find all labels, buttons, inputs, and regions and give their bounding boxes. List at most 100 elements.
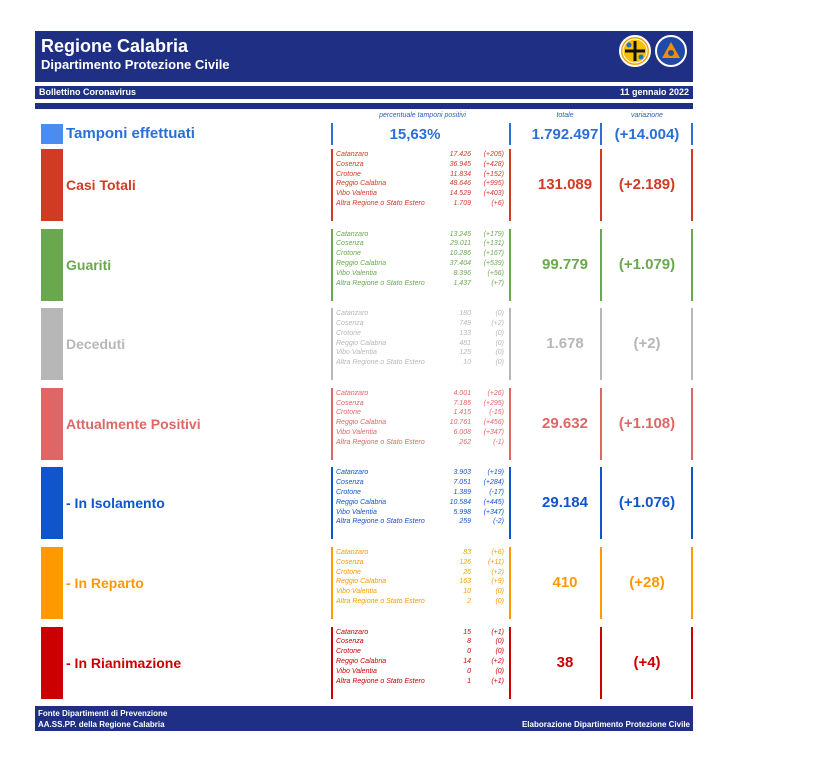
province-name: Altra Regione o Stato Estero xyxy=(336,359,425,367)
province-delta: (0) xyxy=(495,310,504,318)
province-delta: (+6) xyxy=(491,199,504,207)
category-variation: (+2) xyxy=(633,335,661,353)
divider xyxy=(600,467,602,540)
province-value: 10.584 xyxy=(449,498,471,506)
province-row: Crotone 10.286 (+167) xyxy=(336,249,506,259)
divider xyxy=(691,308,693,381)
province-name: Catanzaro xyxy=(336,310,369,318)
province-value: 262 xyxy=(459,438,471,446)
divider xyxy=(35,103,693,109)
province-row: Reggio Calabria 14 (+2) xyxy=(336,657,506,667)
category-color-marker xyxy=(41,547,63,619)
province-row: Reggio Calabria 10.584 (+445) xyxy=(336,498,506,508)
province-name: Crotone xyxy=(336,488,361,496)
province-delta: (+2) xyxy=(491,657,504,665)
province-row: Altra Regione o Stato Estero 262 (-1) xyxy=(336,438,506,448)
stat-row: Attualmente Positivi Catanzaro 4.001 (+26) C… xyxy=(35,387,693,460)
province-value: 15 xyxy=(463,628,471,636)
category-color-marker xyxy=(41,149,63,221)
divider xyxy=(509,547,511,619)
province-delta: (+347) xyxy=(483,508,504,516)
province-row: Cosenza 8 (0) xyxy=(336,637,506,647)
province-delta: (0) xyxy=(495,349,504,357)
divider xyxy=(509,308,511,381)
province-delta: (+428) xyxy=(483,160,504,168)
credit-line: Elaborazione Dipartimento Protezione Civ… xyxy=(521,720,690,729)
divider xyxy=(600,123,602,145)
category-variation: (+1.108) xyxy=(618,414,676,432)
province-delta: (-1) xyxy=(493,438,504,446)
province-row: Crotone 11.834 (+152) xyxy=(336,170,506,180)
province-name: Reggio Calabria xyxy=(336,419,387,427)
category-total: 1.678 xyxy=(546,335,584,353)
province-row: Vibo Valentia 8.396 (+56) xyxy=(336,269,506,279)
province-name: Crotone xyxy=(336,250,361,258)
province-name: Cosenza xyxy=(336,558,364,566)
province-value: 13.245 xyxy=(449,230,471,238)
province-name: Vibo Valentia xyxy=(336,269,377,277)
category-variation: (+4) xyxy=(633,653,661,671)
category-label: Deceduti xyxy=(66,336,126,353)
province-name: Crotone xyxy=(336,648,361,656)
province-delta: (+284) xyxy=(483,479,504,487)
province-delta: (+11) xyxy=(487,558,504,566)
province-delta: (+995) xyxy=(483,180,504,188)
divider xyxy=(509,467,511,540)
total-column-header: totale xyxy=(556,112,574,119)
bulletin-bar: Bollettino Coronavirus 11 gennaio 2022 xyxy=(35,86,693,99)
province-name: Reggio Calabria xyxy=(336,657,387,665)
province-row: Cosenza 36.945 (+428) xyxy=(336,160,506,170)
province-name: Catanzaro xyxy=(336,230,369,238)
province-value: 180 xyxy=(459,310,471,318)
province-row: Reggio Calabria 481 (0) xyxy=(336,339,506,349)
category-total: 38 xyxy=(556,653,574,671)
province-delta: (+56) xyxy=(487,269,504,277)
province-row: Cosenza 7.051 (+284) xyxy=(336,478,506,488)
province-delta: (0) xyxy=(495,667,504,675)
province-name: Altra Regione o Stato Estero xyxy=(336,597,425,605)
province-value: 17.426 xyxy=(449,151,471,158)
province-name: Reggio Calabria xyxy=(336,180,387,188)
province-delta: (+9) xyxy=(491,578,504,586)
pct-column-header: percentuale tamponi positivi xyxy=(379,112,466,119)
province-row: Altra Regione o Stato Estero 1.709 (+6) xyxy=(336,199,506,209)
divider xyxy=(331,547,333,619)
divider xyxy=(509,387,511,460)
header-banner: Regione Calabria Dipartimento Protezione… xyxy=(35,31,693,82)
province-delta: (-15) xyxy=(489,409,504,417)
category-total: 131.089 xyxy=(537,176,593,193)
province-delta: (+1) xyxy=(491,677,504,685)
province-name: Catanzaro xyxy=(336,389,369,397)
province-value: 2 xyxy=(467,597,471,605)
province-name: Reggio Calabria xyxy=(336,498,387,506)
province-value: 163 xyxy=(459,578,471,586)
stat-row: Casi Totali Catanzaro 17.426 (+205) Cosenza 3… xyxy=(35,149,693,221)
province-name: Cosenza xyxy=(336,160,364,168)
stat-row: Deceduti Catanzaro 180 (0) Cosenza 749 (+2) Cro… xyxy=(35,308,693,381)
province-name: Altra Regione o Stato Estero xyxy=(336,438,425,446)
province-row: Catanzaro 15 (+1) xyxy=(336,628,506,638)
category-color-marker xyxy=(41,228,63,301)
divider xyxy=(600,387,602,460)
page-subtitle: Dipartimento Protezione Civile xyxy=(41,57,230,72)
divider xyxy=(600,228,602,301)
category-label: Casi Totali xyxy=(66,177,136,193)
province-value: 29.011 xyxy=(450,240,471,248)
province-row: Catanzaro 17.426 (+205) xyxy=(336,150,506,160)
divider xyxy=(600,547,602,619)
province-delta: (+26) xyxy=(487,389,504,397)
bulletin-date: 11 gennaio 2022 xyxy=(619,87,689,97)
province-value: 10 xyxy=(463,588,471,596)
province-delta: (+1) xyxy=(491,628,504,636)
province-row: Crotone 0 (0) xyxy=(336,647,506,657)
province-row: Reggio Calabria 10.761 (+456) xyxy=(336,418,506,428)
province-name: Cosenza xyxy=(336,240,364,248)
province-row: Catanzaro 13.245 (+179) xyxy=(336,230,506,240)
category-total: 99.779 xyxy=(542,255,588,273)
province-row: Vibo Valentia 5.998 (+347) xyxy=(336,508,506,518)
category-color-marker xyxy=(41,467,63,540)
divider xyxy=(691,123,693,145)
province-value: 10 xyxy=(463,359,471,367)
province-row: Altra Regione o Stato Estero 1.437 (+7) xyxy=(336,279,506,289)
province-delta: (0) xyxy=(495,648,504,656)
